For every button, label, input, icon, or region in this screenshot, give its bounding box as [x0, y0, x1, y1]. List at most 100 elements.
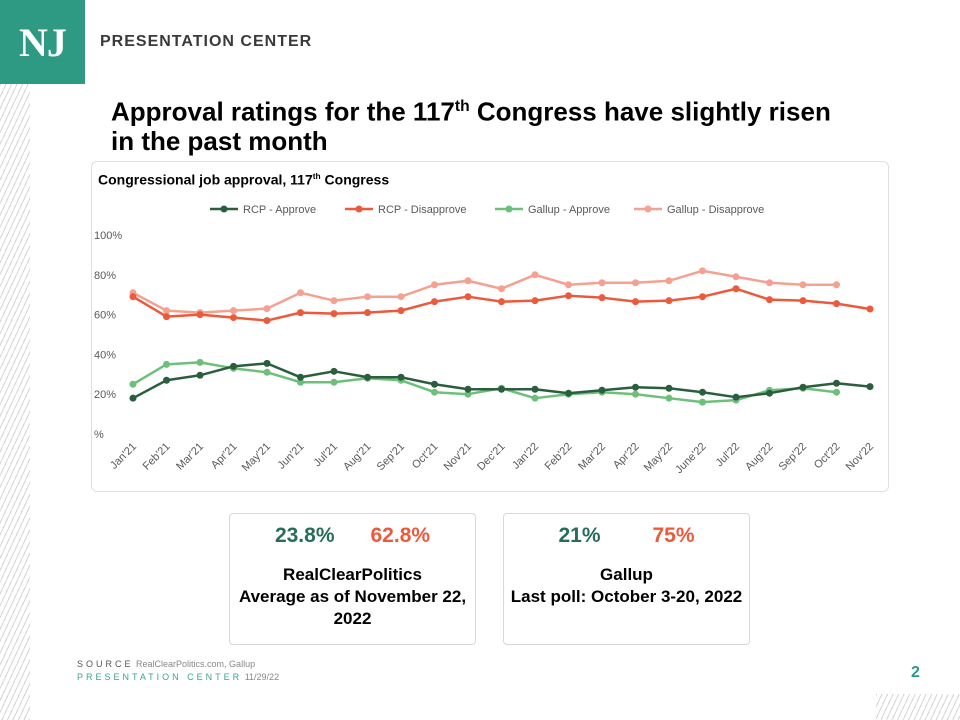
presentation-center-label: PRESENTATION CENTER — [77, 672, 243, 682]
data-point — [732, 273, 740, 281]
data-point — [431, 298, 438, 306]
nj-logo: NJ — [0, 0, 85, 84]
data-point — [833, 379, 840, 387]
x-tick-label: Apr'21 — [209, 441, 240, 472]
y-tick-label: 40% — [94, 349, 116, 361]
data-point — [598, 279, 606, 287]
title-part-2: Congress have slightly risen in the past… — [111, 96, 831, 156]
gallup-values: 21% 75% — [504, 524, 749, 548]
decorative-hatch-left — [0, 84, 30, 720]
data-point — [431, 281, 438, 289]
x-tick-label: Apr'22 — [611, 441, 642, 472]
data-point — [431, 380, 438, 388]
data-point — [665, 384, 673, 392]
chart-title-suffix: Congress — [320, 171, 390, 188]
data-point — [230, 314, 237, 322]
data-point — [833, 281, 840, 289]
x-tick-label: Mar'22 — [576, 441, 608, 473]
data-point — [129, 380, 137, 388]
gallup-description: Gallup Last poll: October 3-20, 2022 — [510, 564, 743, 608]
data-point — [799, 383, 807, 391]
data-point — [330, 310, 338, 318]
data-point — [565, 389, 572, 397]
data-point — [129, 394, 137, 402]
x-tick-label: Aug'22 — [743, 441, 775, 473]
data-point — [297, 309, 304, 317]
data-point — [531, 297, 539, 305]
x-tick-label: Dec'21 — [475, 441, 507, 473]
brand-name: PRESENTATION CENTER — [100, 33, 313, 50]
data-point — [397, 373, 405, 381]
data-point — [531, 394, 539, 402]
data-point — [330, 297, 338, 305]
x-tick-label: Jul'22 — [714, 441, 743, 470]
gallup-last-poll: Last poll: October 3-20, 2022 — [510, 587, 743, 606]
rcp-source-name: RealClearPolitics — [283, 565, 422, 584]
data-point — [665, 277, 673, 285]
legend-label: RCP - Approve — [243, 204, 316, 216]
data-point — [699, 388, 706, 396]
data-point — [464, 293, 472, 301]
rcp-as-of: Average as of November 22, 2022 — [238, 587, 467, 628]
data-point — [129, 293, 137, 301]
data-point — [866, 383, 874, 391]
x-tick-label: Feb'21 — [141, 441, 173, 473]
x-tick-label: Mar'21 — [174, 441, 206, 473]
data-point — [263, 305, 271, 313]
x-tick-label: Sep'21 — [375, 441, 407, 473]
rcp-stat-card: 23.8% 62.8% RealClearPolitics Average as… — [229, 513, 476, 645]
data-point — [230, 362, 237, 370]
data-point — [799, 297, 807, 305]
data-point — [799, 281, 807, 289]
title-superscript: th — [454, 98, 470, 115]
x-tick-label: Oct'21 — [410, 441, 441, 472]
y-tick-label: 60% — [94, 310, 116, 322]
data-point — [297, 378, 304, 386]
y-tick-label: 100% — [94, 230, 122, 242]
y-tick-label: 20% — [94, 389, 116, 401]
data-point — [464, 277, 472, 285]
data-point — [263, 368, 271, 376]
data-point — [330, 378, 338, 386]
legend-label: Gallup - Disapprove — [667, 204, 764, 216]
data-point — [163, 360, 170, 368]
data-point — [665, 297, 673, 305]
data-point — [632, 298, 639, 306]
data-point — [766, 389, 773, 397]
footer-date: 11/29/22 — [244, 672, 280, 682]
data-point — [732, 393, 740, 401]
data-point — [364, 373, 371, 381]
y-tick-label: % — [94, 429, 104, 441]
data-point — [598, 386, 606, 394]
x-tick-label: May'22 — [642, 441, 675, 474]
data-point — [330, 367, 338, 375]
rcp-description: RealClearPolitics Average as of November… — [236, 564, 469, 630]
legend-swatch-marker — [505, 205, 513, 213]
data-point — [531, 385, 539, 393]
page-number: 2 — [911, 664, 920, 681]
data-point — [699, 267, 706, 275]
data-point — [163, 313, 170, 321]
gallup-source-name: Gallup — [600, 565, 653, 584]
x-tick-label: Jan'22 — [510, 441, 541, 472]
data-point — [163, 376, 170, 384]
data-point — [397, 293, 405, 301]
data-point — [397, 307, 405, 315]
rcp-approve-value: 23.8% — [274, 524, 335, 547]
data-point — [263, 359, 271, 367]
data-point — [297, 289, 304, 297]
data-point — [263, 317, 271, 325]
data-point — [230, 307, 237, 315]
data-point — [632, 279, 639, 287]
x-tick-label: Oct'22 — [812, 441, 843, 472]
gallup-approve-value: 21% — [558, 524, 601, 547]
data-point — [598, 294, 606, 302]
x-tick-label: Jan'21 — [108, 441, 139, 472]
data-point — [866, 305, 874, 313]
data-point — [531, 271, 539, 279]
data-point — [163, 307, 170, 315]
legend-label: RCP - Disapprove — [378, 204, 466, 216]
x-tick-label: June'22 — [673, 441, 708, 476]
chart-title-superscript: th — [312, 171, 321, 181]
data-point — [699, 398, 706, 406]
